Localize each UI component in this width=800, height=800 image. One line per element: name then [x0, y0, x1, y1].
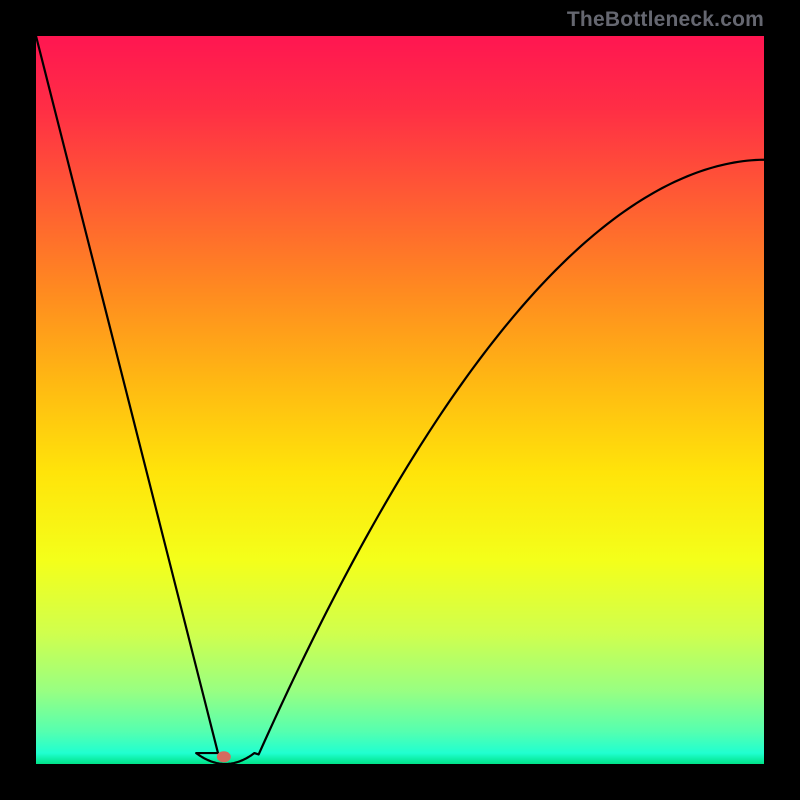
chart-container: TheBottleneck.com: [0, 0, 800, 800]
watermark-text: TheBottleneck.com: [567, 8, 764, 32]
valley-marker: [217, 751, 231, 762]
plot-background: [36, 36, 764, 764]
plot-area: [36, 36, 764, 764]
plot-svg: [36, 36, 764, 764]
